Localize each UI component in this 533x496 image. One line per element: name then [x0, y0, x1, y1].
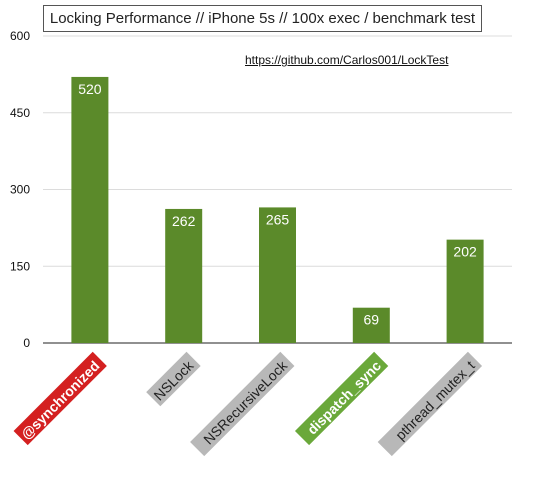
y-tick-label: 150: [10, 259, 30, 273]
x-category-label-bg: [377, 351, 483, 457]
github-link[interactable]: https://github.com/Carlos001/LockTest: [245, 53, 449, 67]
y-tick-label: 600: [10, 29, 30, 43]
bar-value-label: 262: [172, 213, 196, 229]
y-tick-label: 300: [10, 183, 30, 197]
x-category-label: NSRecursiveLock: [190, 351, 295, 457]
x-category-label: @synchronized: [13, 351, 107, 446]
x-category-label-bg: [294, 351, 389, 446]
x-category-label: pthread_mutex_t: [377, 351, 483, 457]
bars: 520 262 265 69 202: [71, 76, 484, 343]
x-category-label-bg: [13, 351, 107, 446]
y-tick-label: 450: [10, 106, 30, 120]
x-category-label-text: NSLock: [150, 357, 197, 404]
bar-value-label: 69: [364, 312, 380, 328]
x-category-label: dispatch_sync: [294, 351, 389, 446]
bar-value-label: 520: [78, 81, 102, 97]
bar-value-label: 265: [266, 211, 290, 227]
x-category-label: NSLock: [146, 351, 201, 407]
bar: [259, 207, 296, 343]
bar: [446, 239, 484, 343]
x-category-label-bg: [190, 351, 295, 457]
y-tick-label: 0: [23, 336, 30, 350]
x-axis-labels: @synchronized NSLock NSRecursiveLock dispat…: [13, 351, 483, 457]
chart-title: Locking Performance // iPhone 5s // 100x…: [43, 5, 482, 32]
x-category-label-text: NSRecursiveLock: [200, 357, 291, 448]
bar: [165, 208, 203, 343]
x-category-label-text: pthread_mutex_t: [392, 357, 478, 443]
bar: [71, 76, 109, 343]
x-category-label-bg: [146, 351, 201, 407]
y-axis-ticks: 0 150 300 450 600: [10, 29, 30, 350]
bar: [352, 307, 390, 343]
x-category-label-text: @synchronized: [18, 357, 103, 442]
bar-value-label: 202: [453, 244, 477, 260]
x-category-label-text: dispatch_sync: [304, 357, 384, 437]
